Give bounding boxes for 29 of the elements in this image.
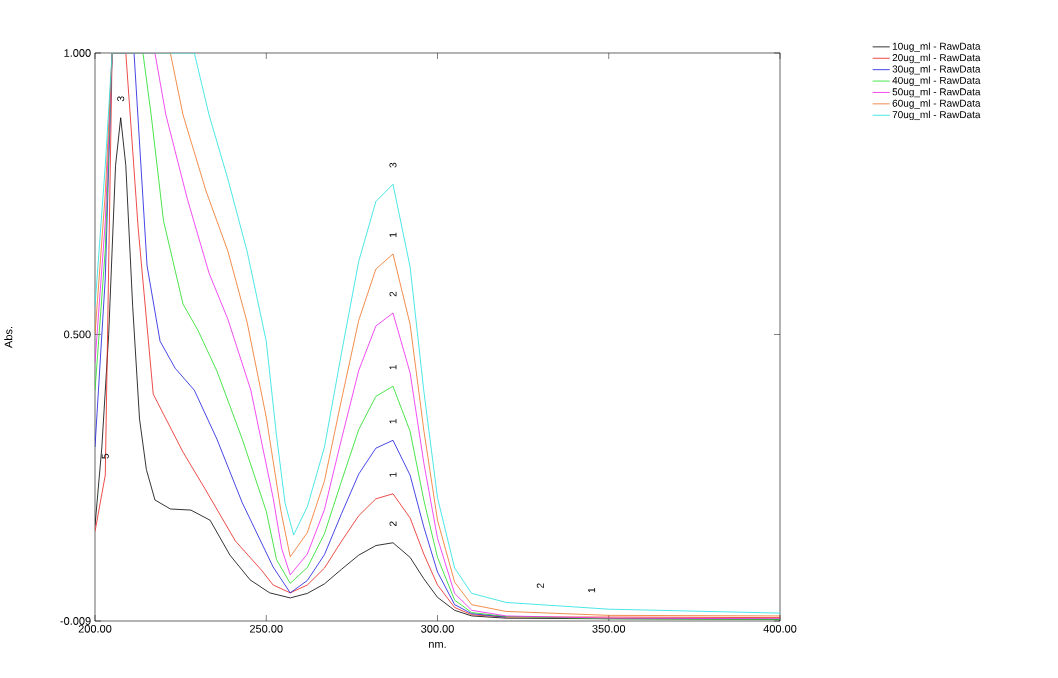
legend-label: 20ug_ml - RawData bbox=[892, 53, 981, 64]
y-tick-label: 0.500 bbox=[64, 330, 91, 339]
x-tick-label: 350.00 bbox=[592, 624, 626, 633]
x-tick-label: 400.00 bbox=[763, 624, 797, 633]
y-axis-title: Abs. bbox=[4, 327, 13, 348]
x-tick-label: 200.00 bbox=[78, 624, 112, 633]
legend-label: 30ug_ml - RawData bbox=[892, 65, 981, 75]
legend-label: 40ug_ml - RawData bbox=[892, 76, 981, 86]
annotation: 2 bbox=[389, 521, 397, 527]
line-series bbox=[95, 52, 507, 618]
legend-label: 60ug_ml - RawData bbox=[892, 99, 981, 109]
annotation: 1 bbox=[389, 472, 397, 477]
x-axis-title: nm. bbox=[429, 641, 446, 648]
x-tick-label: 300.00 bbox=[421, 624, 454, 633]
annotation: 1 bbox=[588, 587, 596, 593]
annotation: 1 bbox=[389, 364, 397, 370]
annotation: 1 bbox=[389, 232, 397, 237]
y-tick-label: 1.000 bbox=[64, 49, 91, 57]
annotation: 2 bbox=[389, 291, 397, 297]
annotation: 1 bbox=[389, 419, 397, 424]
annotation: 5 bbox=[101, 453, 109, 459]
annotation: 2 bbox=[536, 583, 544, 588]
annotation: 3 bbox=[117, 96, 125, 102]
annotation: 3 bbox=[389, 162, 397, 168]
y-tick-label: -0.009 bbox=[60, 617, 91, 625]
legend-label: 50ug_ml - RawData bbox=[892, 88, 981, 98]
legend-label: 10ug_ml - RawData bbox=[892, 42, 981, 52]
x-tick-label: 250.00 bbox=[249, 624, 283, 633]
legend-label: 70ug_ml - RawData bbox=[892, 110, 981, 121]
